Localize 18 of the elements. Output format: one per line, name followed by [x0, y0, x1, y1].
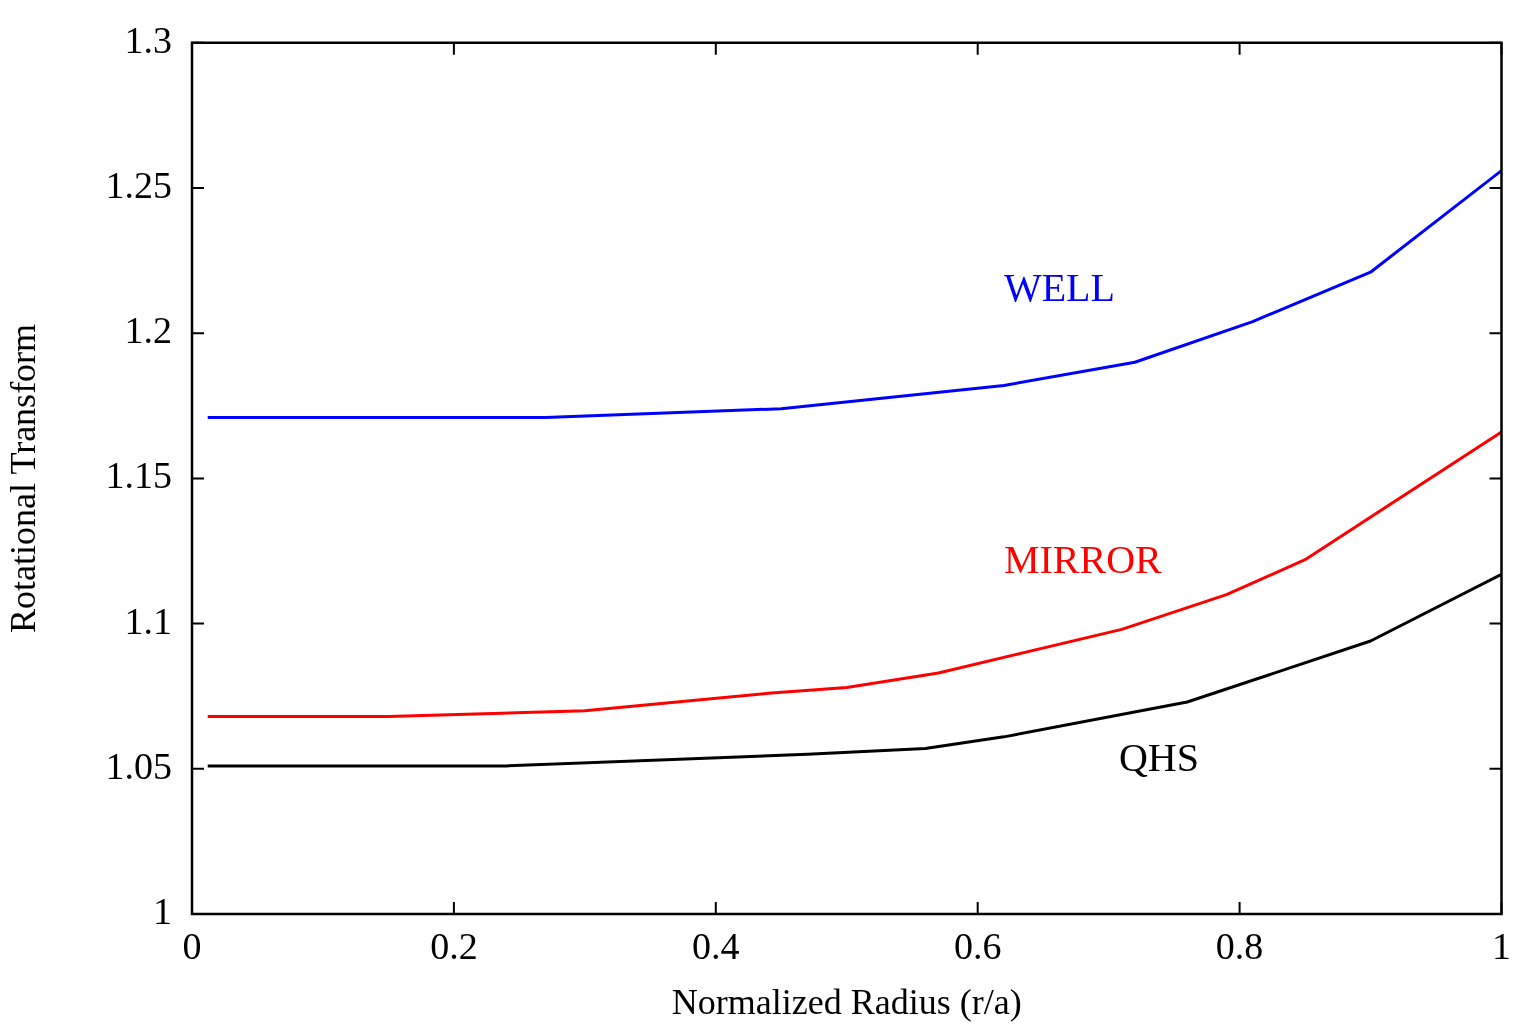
x-tick-label: 0.4 [692, 924, 740, 967]
y-tick-label: 1.15 [105, 454, 172, 497]
x-tick-label: 0.6 [953, 924, 1002, 967]
y-tick-label: 1.25 [105, 163, 172, 206]
y-tick-label: 1.1 [124, 599, 172, 642]
series-label: MIRROR [1003, 536, 1163, 582]
x-tick-label: 0 [182, 924, 202, 967]
x-tick-label: 1 [1492, 924, 1511, 967]
series-label: WELL [1003, 264, 1115, 310]
y-tick-label: 1.2 [124, 309, 172, 352]
y-tick-label: 1.05 [105, 744, 172, 787]
series-label: QHS [1118, 735, 1199, 781]
x-tick-label: 0.2 [430, 924, 478, 967]
y-tick-label: 1 [153, 889, 172, 932]
x-axis-title: Normalized Radius (r/a) [671, 981, 1022, 1022]
x-tick-label: 0.8 [1215, 924, 1264, 967]
y-tick-label: 1.3 [124, 18, 172, 61]
y-axis-title: Rotational Transform [3, 323, 44, 633]
